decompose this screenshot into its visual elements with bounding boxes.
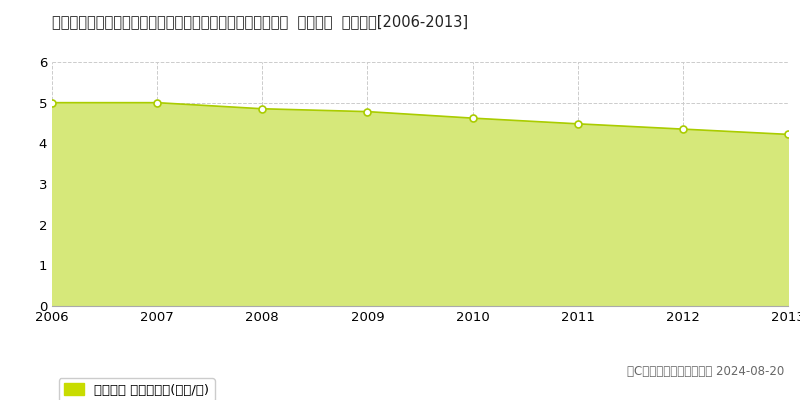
Text: （C）土地価格ドットコム 2024-08-20: （C）土地価格ドットコム 2024-08-20: [626, 365, 784, 378]
Text: 広島県広島市佐伯区湯来町大字伏谷字鍛治屋原６８４番３外  地価公示  地価推移[2006-2013]: 広島県広島市佐伯区湯来町大字伏谷字鍛治屋原６８４番３外 地価公示 地価推移[20…: [52, 14, 468, 29]
Legend: 地価公示 平均嵪単価(万円/嵪): 地価公示 平均嵪単価(万円/嵪): [58, 378, 214, 400]
